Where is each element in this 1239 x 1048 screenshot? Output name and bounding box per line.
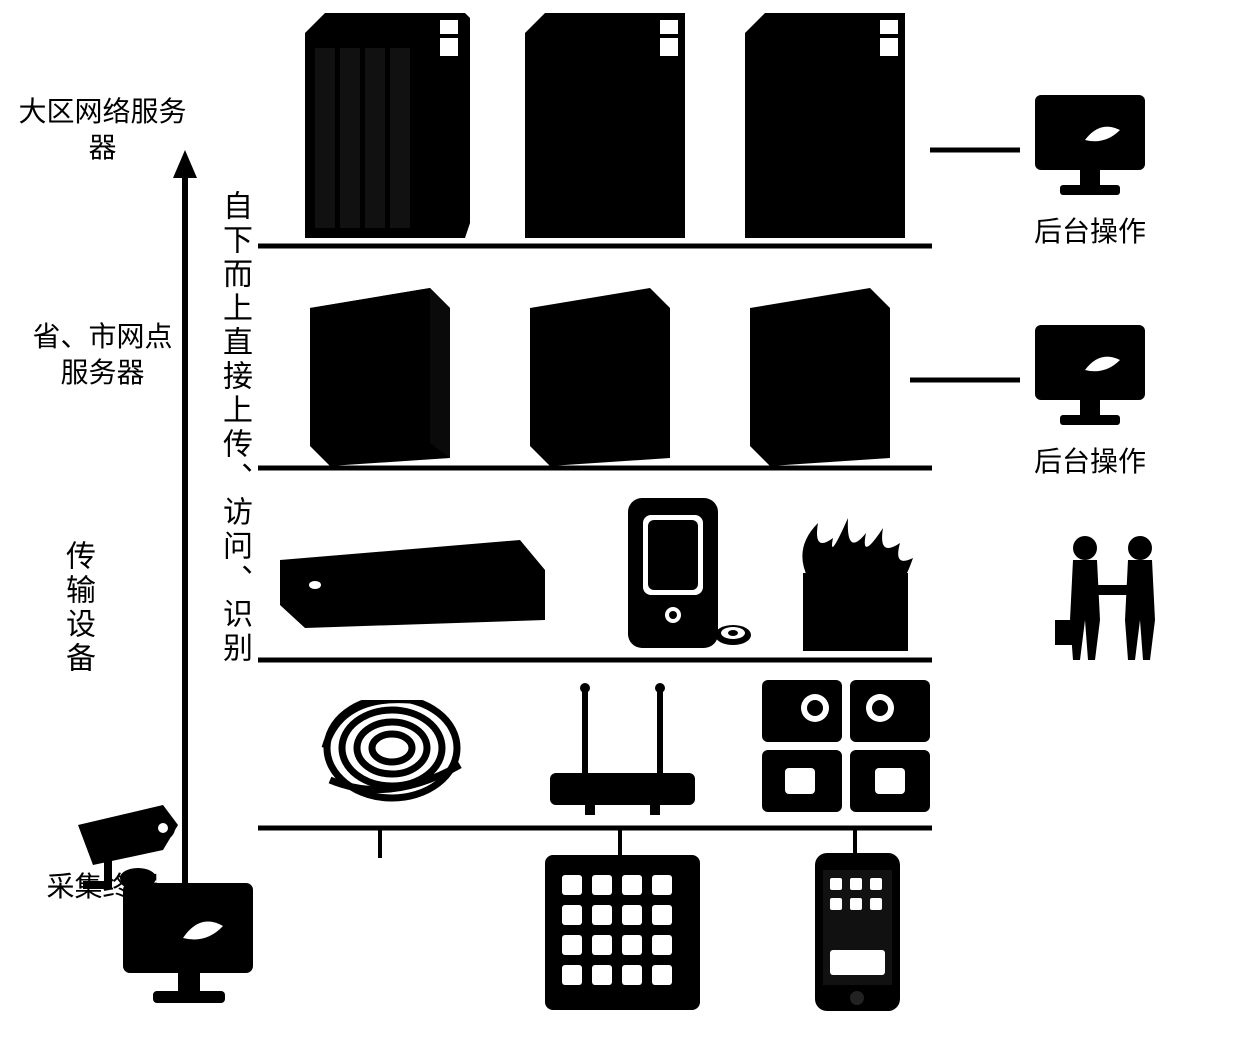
- monitor-icon: [1030, 90, 1150, 200]
- router-icon: [540, 678, 705, 818]
- tower-pc-icon: [618, 490, 758, 655]
- backend-op-label: 后台操作: [1010, 210, 1170, 250]
- people-handshake-icon: [1050, 530, 1180, 665]
- server-rack-icon: [300, 8, 470, 240]
- server-rack-icon: [520, 8, 690, 240]
- server-box-icon: [300, 278, 460, 466]
- sim-cards-icon: [760, 678, 935, 823]
- monitor-icon: [1030, 320, 1150, 430]
- fingerprint-icon: [300, 680, 485, 815]
- monitor-icon: [118, 878, 263, 1013]
- backend-op-label: 后台操作: [1010, 440, 1170, 480]
- switch-device-icon: [270, 530, 550, 630]
- smartphone-icon: [810, 850, 905, 1015]
- server-box-icon: [740, 278, 900, 466]
- firewall-icon: [788, 508, 923, 656]
- server-box-icon: [520, 278, 680, 466]
- server-rack-icon: [740, 8, 910, 240]
- tablet-grid-icon: [540, 850, 705, 1015]
